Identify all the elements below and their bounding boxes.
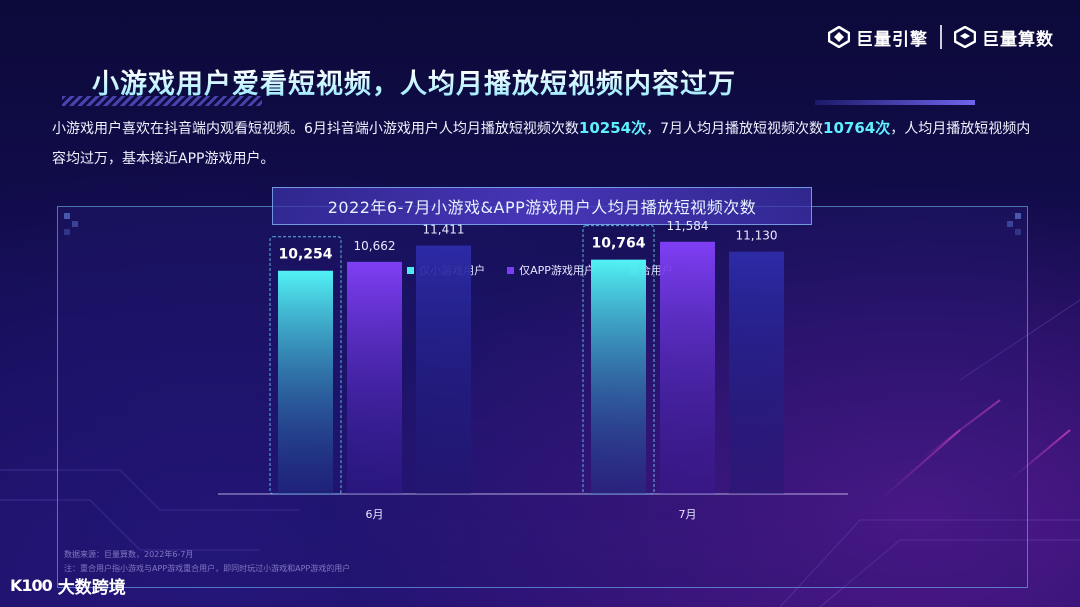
description: 小游戏用户喜欢在抖音端内观看短视频。6月抖音端小游戏用户人均月播放短视频次数10…	[52, 113, 1042, 174]
bar-app-game-2	[660, 241, 715, 494]
bar-mini-game-2	[591, 259, 646, 494]
corner-decoration-icon	[64, 213, 78, 235]
title-decoration	[62, 96, 262, 106]
chart-title: 2022年6-7月小游戏&APP游戏用户人均月播放短视频次数	[327, 198, 757, 217]
description-text: ，7月人均月播放短视频次数	[646, 121, 824, 137]
source-line: 数据来源：巨量算数，2022年6-7月	[64, 550, 194, 559]
bar-overlap-2	[729, 251, 784, 494]
logo-divider	[940, 25, 942, 49]
legend-swatch	[507, 266, 515, 274]
category-label: 7月	[679, 508, 697, 521]
corner-decoration-icon	[1007, 213, 1021, 235]
data-label: 10,764	[591, 236, 645, 252]
legend-label: 仅APP游戏用户	[519, 264, 595, 277]
k100-logo-icon: K100	[10, 576, 53, 595]
description-text: 小游戏用户喜欢在抖音端内观看短视频。6月抖音端小游戏用户人均月播放短视频次数	[52, 121, 579, 137]
data-label: 11,584	[667, 219, 709, 233]
highlight-value: 10764次	[823, 119, 891, 137]
logo-text: 巨量算数	[982, 29, 1054, 50]
source-line: 注：重合用户指小游戏与APP游戏重合用户，即同时玩过小游戏和APP游戏的用户	[64, 564, 351, 573]
highlight-value: 10254次	[578, 119, 647, 137]
legend-item: 仅APP游戏用户	[507, 262, 595, 278]
source-note: 数据来源：巨量算数，2022年6-7月 注：重合用户指小游戏与APP游戏重合用户…	[64, 548, 350, 576]
description-text: ，人均月播放短视频内容均过万，基本接近APP游戏用户。	[52, 121, 1031, 167]
juliang-suanshu-logo-icon	[954, 26, 976, 48]
logo-text: 巨量引擎	[856, 29, 928, 50]
data-label: 10,254	[278, 247, 332, 263]
bar-overlap-1	[416, 245, 471, 494]
highlight-box	[582, 225, 655, 495]
logo-juliang-engine: 巨量引擎	[828, 25, 928, 50]
category-label: 6月	[366, 508, 384, 521]
title-decoration-right	[815, 100, 975, 105]
chart-title-box: 2022年6-7月小游戏&APP游戏用户人均月播放短视频次数	[272, 187, 812, 225]
page-title: 小游戏用户爱看短视频，人均月播放短视频内容过万	[92, 62, 736, 101]
bar-mini-game-1	[278, 270, 333, 494]
logo-juliang-suanshu: 巨量算数	[954, 25, 1054, 50]
footer-brand: K100 大数跨境	[10, 573, 126, 598]
juliang-engine-logo-icon	[828, 26, 850, 48]
data-label: 11,411	[423, 223, 465, 237]
legend-swatch	[407, 266, 415, 274]
header-logos: 巨量引擎 巨量算数	[828, 22, 1054, 52]
data-label: 10,662	[354, 239, 396, 253]
footer-brand-name: 大数跨境	[57, 578, 126, 598]
bar-app-game-1	[347, 261, 402, 494]
chart-panel	[57, 206, 1028, 588]
data-label: 11,130	[736, 229, 778, 243]
